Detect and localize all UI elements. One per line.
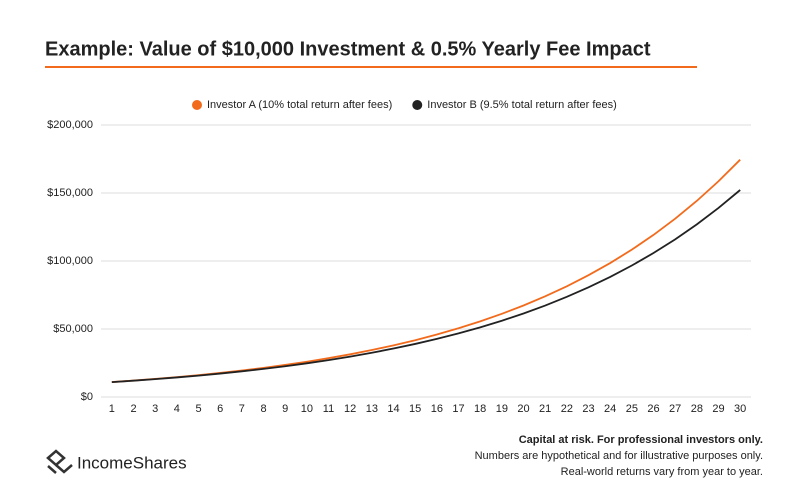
x-tick-label: 5 — [195, 403, 201, 415]
x-tick-label: 12 — [344, 403, 356, 415]
x-tick-label: 23 — [582, 403, 594, 415]
x-tick-label: 22 — [561, 403, 573, 415]
x-tick-label: 30 — [734, 403, 746, 415]
x-tick-label: 3 — [152, 403, 158, 415]
x-tick-label: 15 — [409, 403, 421, 415]
x-tick-label: 21 — [539, 403, 551, 415]
x-tick-label: 1 — [109, 403, 115, 415]
series-line — [111, 189, 741, 384]
x-tick-label: 4 — [174, 403, 180, 415]
legend-marker — [192, 100, 202, 110]
y-tick-label: $200,000 — [47, 119, 93, 131]
x-tick-label: 27 — [669, 403, 681, 415]
x-tick-label: 28 — [691, 403, 703, 415]
x-tick-label: 8 — [260, 403, 266, 415]
x-tick-label: 20 — [517, 403, 529, 415]
y-tick-label: $50,000 — [53, 323, 93, 335]
disclaimer: Real-world returns vary from year to yea… — [561, 466, 763, 478]
legend-marker — [412, 100, 423, 110]
x-tick-label: 2 — [130, 403, 136, 415]
chart-title: Example: Value of $10,000 Investment & 0… — [45, 38, 651, 60]
x-tick-label: 16 — [431, 403, 443, 415]
x-tick-label: 6 — [217, 403, 223, 415]
x-tick-label: 10 — [301, 403, 313, 415]
x-tick-label: 13 — [366, 403, 378, 415]
x-tick-label: 9 — [282, 403, 288, 415]
x-tick-label: 25 — [626, 403, 638, 415]
x-tick-label: 18 — [474, 403, 486, 415]
disclaimer: Numbers are hypothetical and for illustr… — [475, 450, 763, 462]
x-tick-label: 19 — [496, 403, 508, 415]
x-tick-label: 29 — [712, 403, 724, 415]
x-tick-label: 14 — [387, 403, 399, 415]
y-tick-label: $0 — [81, 391, 93, 403]
disclaimer: Capital at risk. For professional invest… — [519, 434, 763, 446]
y-tick-label: $100,000 — [47, 255, 93, 267]
brand: IncomeShares — [77, 453, 187, 472]
y-tick-label: $150,000 — [47, 187, 93, 199]
x-tick-label: 11 — [323, 403, 334, 415]
logo-icon — [46, 449, 73, 474]
legend-label: Investor A (10% total return after fees) — [207, 99, 392, 111]
x-tick-label: 7 — [239, 403, 245, 415]
x-tick-label: 17 — [452, 403, 464, 415]
x-tick-label: 26 — [647, 403, 659, 415]
legend-label: Investor B (9.5% total return after fees… — [427, 99, 617, 111]
x-tick-label: 24 — [604, 403, 616, 415]
